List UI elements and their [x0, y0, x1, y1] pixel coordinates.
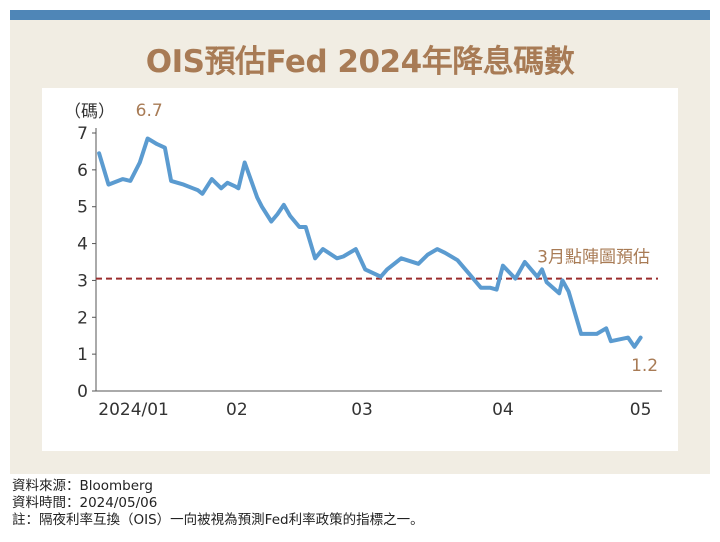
remark-note: 註：隔夜利率互換（OIS）一向被視為預測Fed利率政策的指標之一。	[12, 512, 424, 528]
y-axis-label: （碼）	[64, 102, 115, 122]
y-tick-label: 5	[77, 198, 88, 218]
end-value-annotation: 1.2	[631, 356, 658, 376]
line-chart: 0 1 2 3 4 5 6 7（碼） 2024/01 02 03 04 05 3月點陣圖預估 6.7 1.2	[64, 101, 662, 420]
y-tick-label: 6	[77, 161, 88, 181]
y-tick-label: 4	[77, 235, 88, 255]
source-note: 資料來源：Bloomberg	[12, 478, 153, 494]
y-tick-label: 3	[77, 271, 88, 291]
max-value-annotation: 6.7	[136, 101, 163, 121]
time-note: 資料時間：2024/05/06	[12, 495, 158, 511]
x-tick-label: 2024/01	[98, 400, 169, 420]
reference-line-label: 3月點陣圖預估	[537, 248, 650, 268]
x-tick-label: 04	[492, 400, 514, 420]
top-accent-bar	[10, 10, 710, 20]
y-tick-label: 1	[77, 345, 88, 365]
chart-panel: OIS預估Fed 2024年降息碼數 0 1 2 3 4 5 6 7 （碼） 2024/01 02 0…	[10, 10, 710, 474]
y-tick-label: 2	[77, 308, 88, 328]
footnotes: 資料來源：Bloomberg 資料時間：2024/05/06 註：隔夜利率互換（…	[12, 478, 424, 529]
chart-title: OIS預估Fed 2024年降息碼數	[145, 44, 575, 80]
x-tick-label: 02	[226, 400, 248, 420]
x-tick-label: 03	[351, 400, 373, 420]
ois-series-line	[97, 136, 643, 349]
x-tick-label: 05	[630, 400, 652, 420]
y-tick-label: 0	[77, 382, 88, 402]
y-tick-label: 7	[77, 124, 88, 144]
plot-area: 0 1 2 3 4 5 6 7 （碼） 2024/01 02 03 04 05 3月點陣圖預估 6.7 1.2	[42, 88, 678, 451]
